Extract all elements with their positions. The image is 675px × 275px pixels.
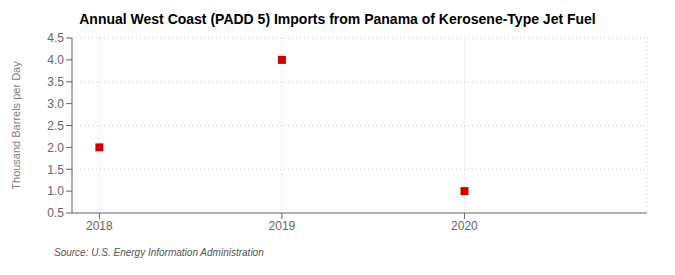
html-text:Source: U.S. Energy Informatio: Source: U.S. Energy Information Administ… bbox=[54, 247, 264, 258]
svg-text:2019: 2019 bbox=[269, 219, 296, 233]
svg-text:4.0: 4.0 bbox=[47, 53, 64, 67]
svg-text:1.0: 1.0 bbox=[47, 184, 64, 198]
svg-text:2.5: 2.5 bbox=[47, 119, 64, 133]
svg-text:Thousand Barrels per Day: Thousand Barrels per Day bbox=[10, 61, 22, 190]
html-text:Annual West Coast (PADD 5) Imp: Annual West Coast (PADD 5) Imports from … bbox=[79, 11, 596, 27]
svg-text:3.5: 3.5 bbox=[47, 75, 64, 89]
svg-text:3.0: 3.0 bbox=[47, 97, 64, 111]
svg-text:1.5: 1.5 bbox=[47, 163, 64, 177]
svg-text:4.5: 4.5 bbox=[47, 31, 64, 45]
svg-text:2020: 2020 bbox=[451, 219, 478, 233]
svg-text:2.0: 2.0 bbox=[47, 141, 64, 155]
svg-text:0.5: 0.5 bbox=[47, 206, 64, 220]
svg-text:2018: 2018 bbox=[86, 219, 113, 233]
